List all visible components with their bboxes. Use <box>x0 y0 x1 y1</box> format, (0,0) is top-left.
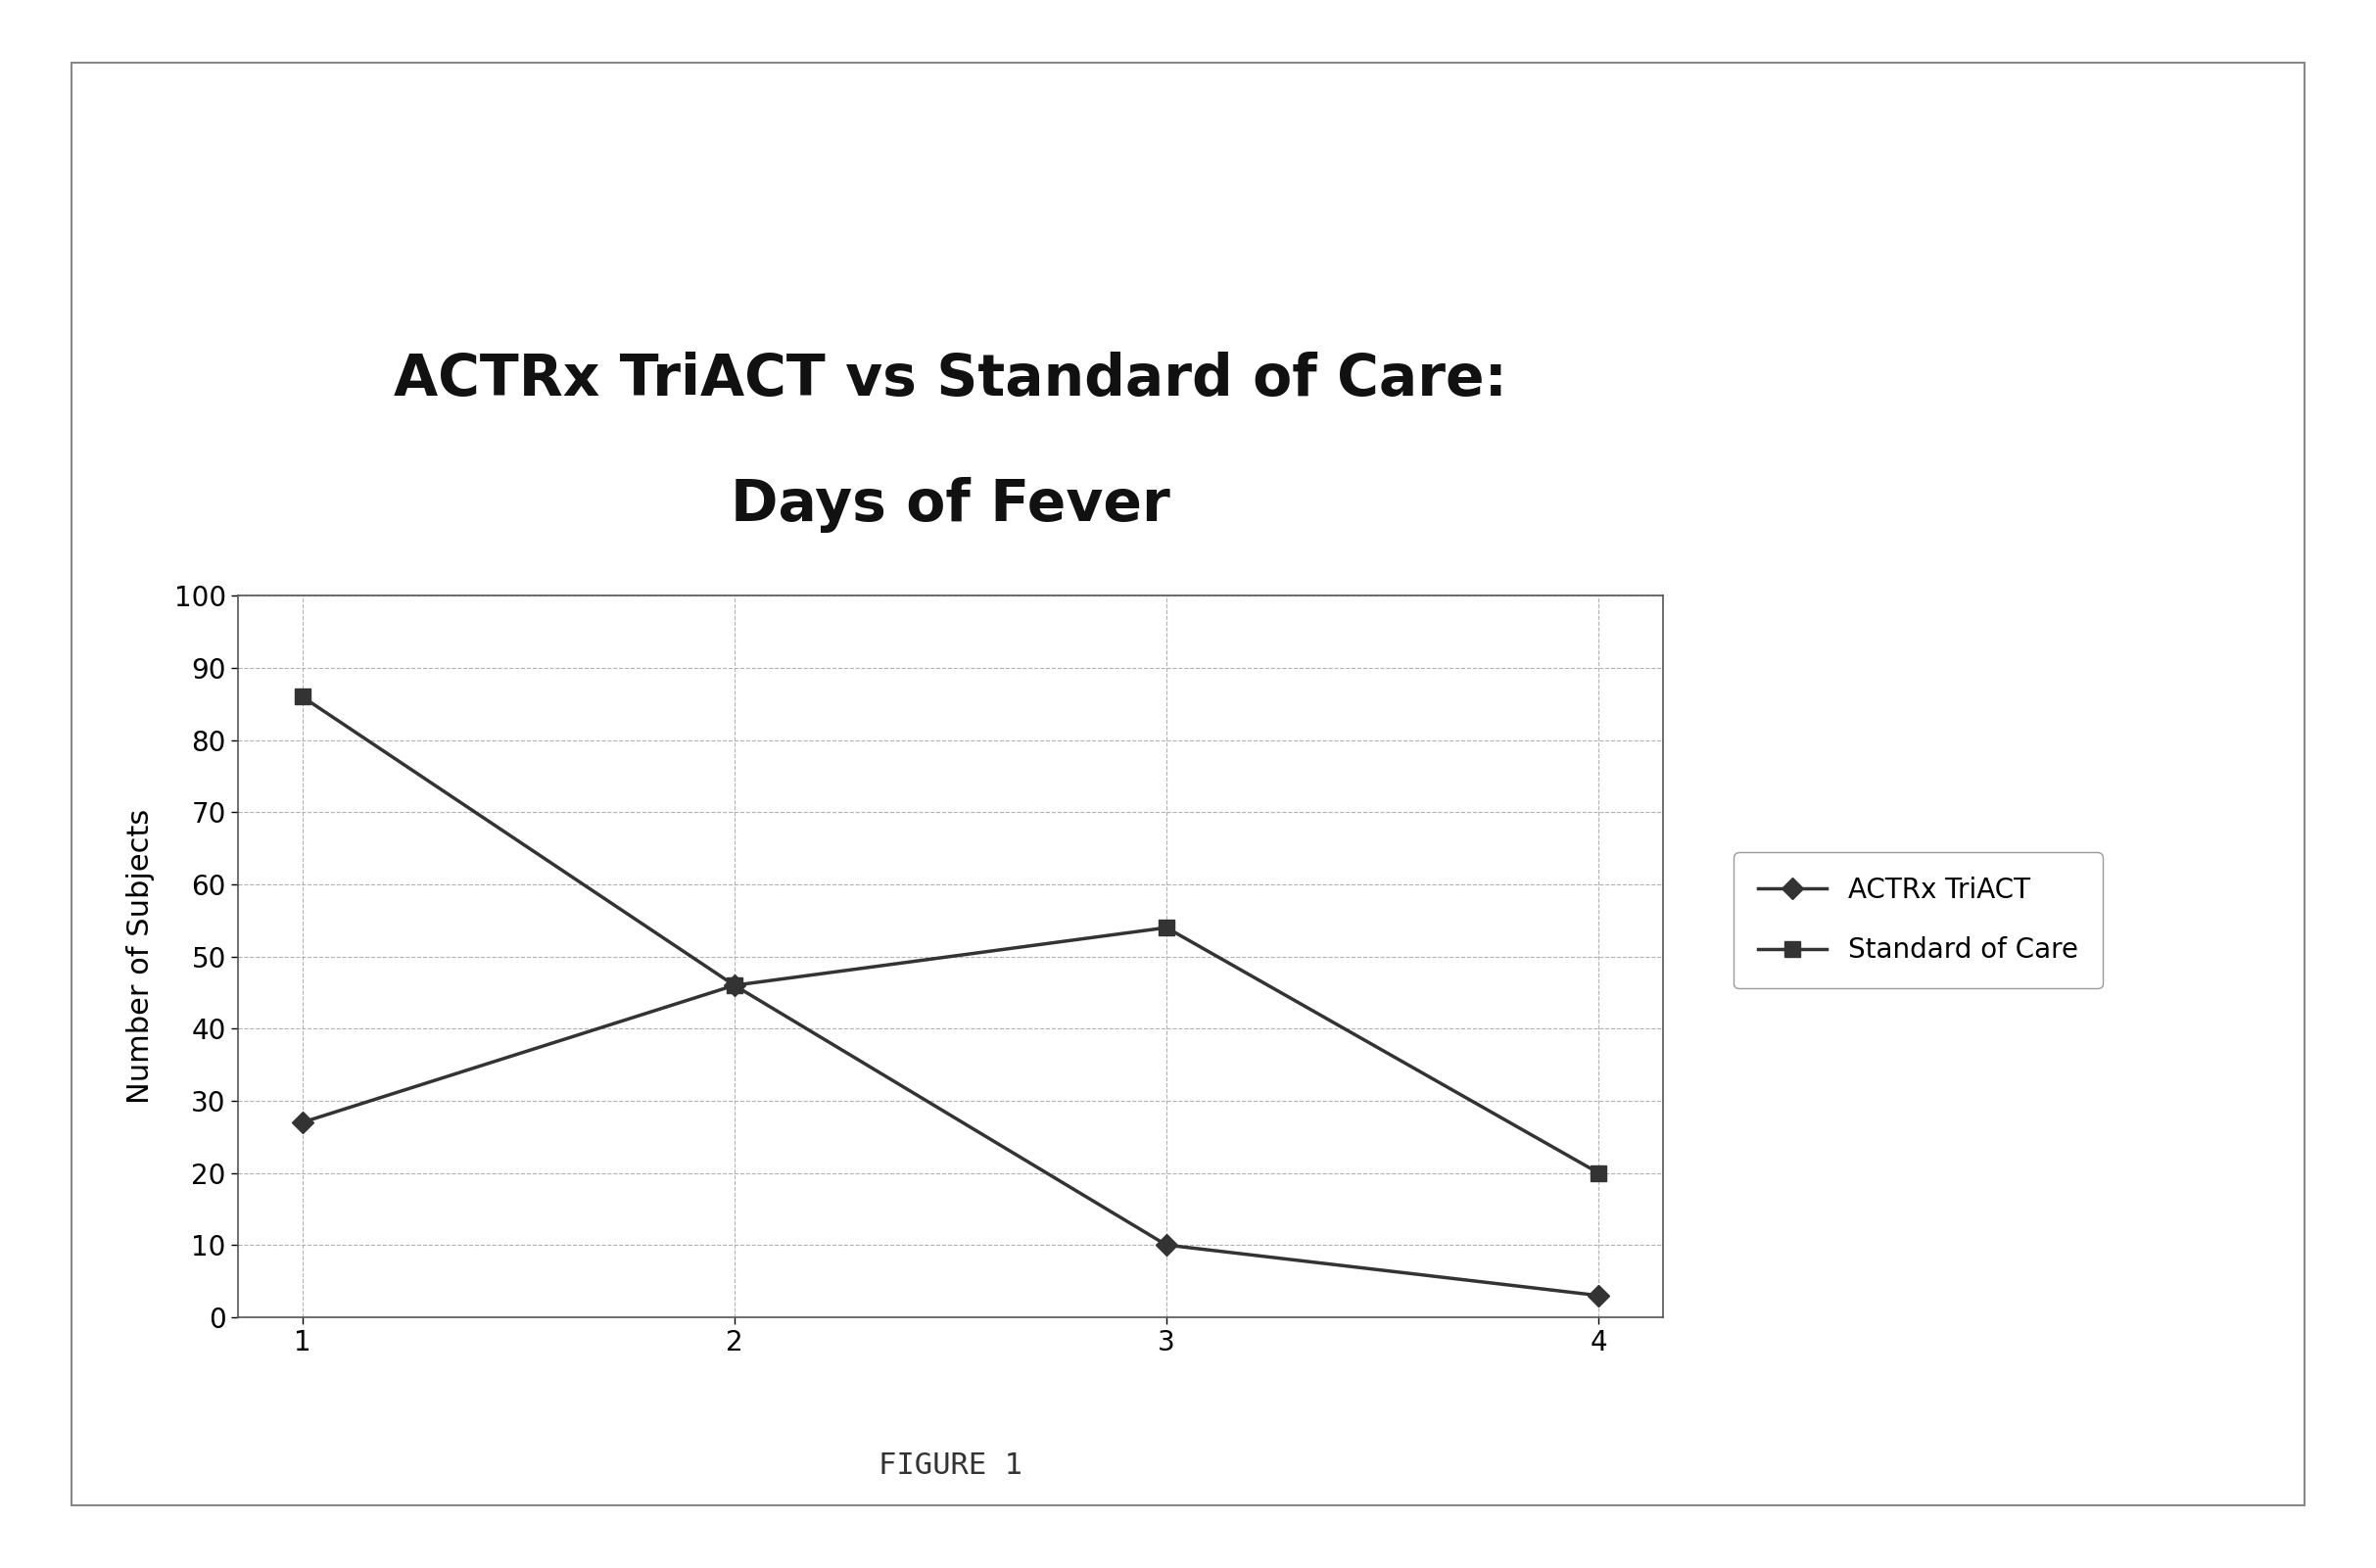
Line: ACTRx TriACT: ACTRx TriACT <box>295 978 1606 1303</box>
Y-axis label: Number of Subjects: Number of Subjects <box>126 809 154 1104</box>
ACTRx TriACT <box>1585 1286 1613 1305</box>
Text: ACTRx TriACT vs Standard of Care:: ACTRx TriACT vs Standard of Care: <box>394 351 1506 408</box>
Standard of Care <box>287 687 316 706</box>
ACTRx TriACT <box>720 975 748 994</box>
Standard of Care <box>1585 1163 1613 1182</box>
Text: FIGURE 1: FIGURE 1 <box>879 1452 1022 1480</box>
Standard of Care <box>1152 919 1181 938</box>
ACTRx TriACT <box>287 1113 316 1132</box>
Line: Standard of Care: Standard of Care <box>295 690 1606 1181</box>
Legend: ACTRx TriACT, Standard of Care: ACTRx TriACT, Standard of Care <box>1734 851 2103 989</box>
ACTRx TriACT <box>1152 1236 1181 1254</box>
Text: Days of Fever: Days of Fever <box>732 477 1169 533</box>
Standard of Care <box>720 975 748 994</box>
